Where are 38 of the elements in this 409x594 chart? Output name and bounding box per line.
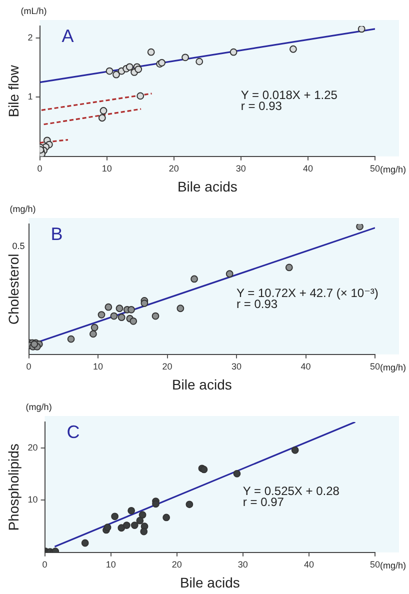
x-tick-label: 30 xyxy=(232,361,242,372)
text: (mL/h) xyxy=(20,6,47,16)
x-axis-title: Bile acids xyxy=(172,376,232,392)
x-tick-label: 10 xyxy=(93,361,104,372)
x-tick-label: 10 xyxy=(102,163,112,174)
y-axis-title: Cholesterol xyxy=(5,254,22,325)
text: (mg/h) xyxy=(380,164,406,174)
x-tick-label: 0 xyxy=(26,361,32,372)
x-tick-label: 40 xyxy=(300,361,311,372)
x-tick-label: 10 xyxy=(106,559,116,570)
x-tick-label: 20 xyxy=(162,361,172,372)
text: (mg/h) xyxy=(380,560,406,570)
x-tick-label: 50 xyxy=(370,163,380,174)
text: (mg/h) xyxy=(10,204,36,214)
text: (mg/h) xyxy=(26,402,52,412)
y-tick-label: 1 xyxy=(28,92,33,102)
y-tick-label: 20 xyxy=(28,442,38,453)
x-tick-label: 20 xyxy=(168,163,179,174)
y-tick-label: 10 xyxy=(28,494,38,505)
x-tick-label: 50 xyxy=(370,361,380,372)
x-tick-label: 30 xyxy=(236,163,246,174)
y-axis-title: Bile flow xyxy=(5,64,22,118)
x-tick-label: 30 xyxy=(238,559,248,570)
x-tick-label: 50 xyxy=(370,559,380,570)
x-tick-label: 20 xyxy=(172,559,182,570)
x-tick-label: 40 xyxy=(304,559,314,570)
x-tick-label: 0 xyxy=(37,163,42,174)
x-axis-title: Bile acids xyxy=(180,574,240,590)
annotation: B xyxy=(50,224,63,244)
annotation: A xyxy=(62,26,74,46)
x-axis-title: Bile acids xyxy=(177,178,238,194)
x-tick-label: 0 xyxy=(42,559,48,570)
y-axis-title: Phospholipids xyxy=(5,444,22,531)
x-tick-label: 40 xyxy=(302,163,313,174)
text: (mg/h) xyxy=(380,362,406,372)
annotation: C xyxy=(66,422,80,442)
y-tick-label: 2 xyxy=(28,32,33,42)
text: 0.5 xyxy=(12,240,25,251)
